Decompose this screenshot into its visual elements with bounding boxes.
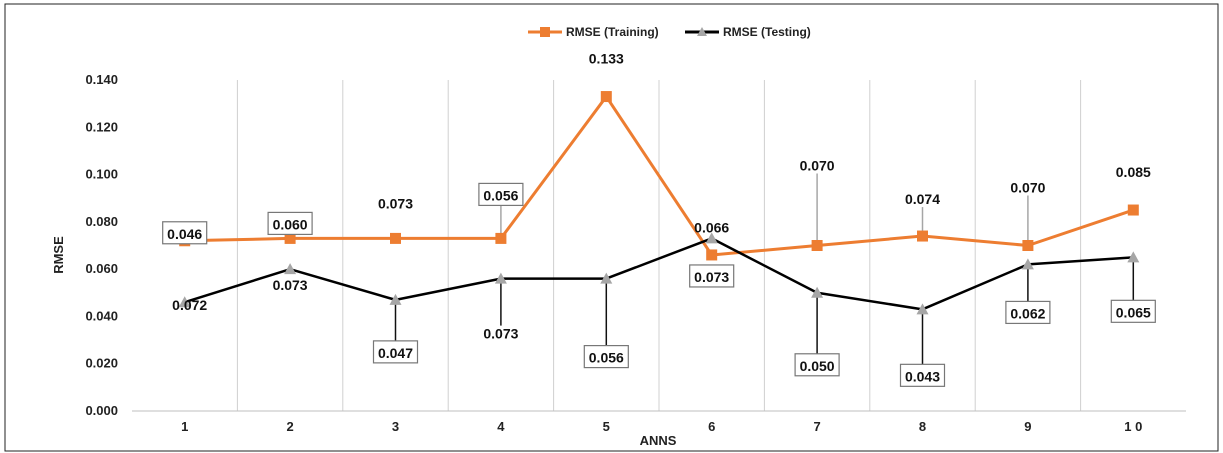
legend-marker-testing xyxy=(697,27,707,36)
legend: RMSE (Training) RMSE (Testing) xyxy=(528,25,811,39)
testing-point-marker xyxy=(705,232,718,244)
data-label: 0.050 xyxy=(800,358,835,374)
data-label: 0.070 xyxy=(800,158,835,174)
testing-point-marker xyxy=(1127,251,1140,263)
x-axis-title: ANNS xyxy=(640,433,677,448)
data-label-box xyxy=(1005,300,1051,325)
training-point-marker xyxy=(1127,204,1139,216)
data-label-box xyxy=(1110,299,1156,323)
data-label: 0.060 xyxy=(273,216,308,232)
x-tick-label: 3 xyxy=(392,419,399,434)
x-tick-label: 9 xyxy=(1024,419,1031,434)
leader-lines xyxy=(394,173,1135,369)
training-point-marker xyxy=(390,232,401,244)
gridlines xyxy=(236,80,1082,411)
data-label-box xyxy=(478,182,524,207)
data-label: 0.133 xyxy=(589,51,624,67)
testing-point-marker xyxy=(811,286,824,298)
data-label-box xyxy=(372,340,419,364)
data-label-box xyxy=(267,211,313,236)
training-point-marker xyxy=(495,232,507,244)
x-tick-label: 7 xyxy=(813,419,820,434)
training-point-marker xyxy=(1022,240,1034,251)
series-line-testing xyxy=(184,237,1134,311)
y-tick-label: 0.000 xyxy=(85,403,118,418)
testing-point-marker xyxy=(600,272,613,284)
data-label: 0.073 xyxy=(378,195,413,211)
data-label: 0.073 xyxy=(273,277,308,293)
series-line-training xyxy=(184,95,1134,257)
x-tick-label: 8 xyxy=(919,419,926,434)
x-tick-label: 1 xyxy=(181,419,188,434)
testing-point-marker xyxy=(494,272,507,284)
data-label-box xyxy=(689,264,735,288)
y-tick-label: 0.100 xyxy=(85,167,118,182)
legend-marker-training xyxy=(540,27,550,37)
testing-point-marker xyxy=(284,263,297,275)
data-label-box xyxy=(794,353,840,377)
data-label: 0.085 xyxy=(1116,164,1151,180)
y-tick-label: 0.080 xyxy=(85,214,118,229)
data-label: 0.047 xyxy=(378,345,413,361)
data-label: 0.043 xyxy=(905,368,940,384)
y-tick-label: 0.060 xyxy=(85,261,118,276)
x-tick-label: 2 xyxy=(286,419,293,434)
data-label-box xyxy=(899,363,946,387)
data-label: 0.070 xyxy=(1010,180,1045,196)
data-labels: 0.046 0.060 0.073 0.056 0.133 0.073 0.070 0.074… xyxy=(162,51,1156,387)
x-tick-label: 6 xyxy=(708,419,715,434)
legend-label: RMSE (Testing) xyxy=(723,25,811,39)
y-axis-title: RMSE xyxy=(51,236,66,274)
training-point-marker xyxy=(706,249,718,261)
testing-point-marker xyxy=(178,296,191,308)
x-tick-label: 4 xyxy=(497,419,505,434)
data-label: 0.072 xyxy=(172,297,207,313)
y-tick-label: 0.020 xyxy=(85,356,118,371)
series xyxy=(178,91,1140,315)
data-label-box xyxy=(583,345,629,369)
y-tick-label: 0.120 xyxy=(85,119,118,134)
y-tick-label: 0.040 xyxy=(85,308,118,323)
testing-point-marker xyxy=(916,303,929,315)
x-tick-label: 1 0 xyxy=(1124,419,1142,434)
data-label: 0.065 xyxy=(1116,304,1151,320)
data-label: 0.066 xyxy=(694,219,729,235)
data-label-box xyxy=(162,221,208,245)
data-label: 0.056 xyxy=(483,187,518,203)
data-label: 0.056 xyxy=(589,350,624,366)
training-point-marker xyxy=(811,240,823,251)
testing-point-marker xyxy=(389,293,402,305)
data-label: 0.073 xyxy=(694,269,729,285)
data-label: 0.046 xyxy=(167,226,202,242)
data-label: 0.074 xyxy=(905,191,940,207)
data-label: 0.062 xyxy=(1010,305,1045,321)
data-label: 0.073 xyxy=(483,326,518,342)
legend-label: RMSE (Training) xyxy=(566,25,659,39)
y-tick-label: 0.140 xyxy=(85,72,118,87)
testing-point-marker xyxy=(1021,258,1034,270)
training-point-marker xyxy=(284,232,296,244)
training-point-marker xyxy=(600,91,612,103)
training-point-marker xyxy=(917,230,928,242)
axes: 0.000 0.020 0.040 0.060 0.080 0.100 0.120 0.140… xyxy=(85,72,1186,434)
x-tick-label: 5 xyxy=(603,419,610,434)
